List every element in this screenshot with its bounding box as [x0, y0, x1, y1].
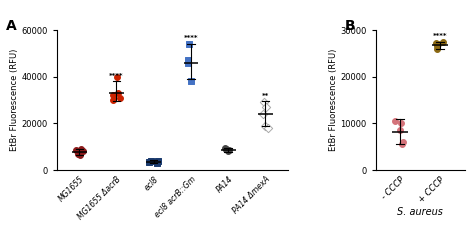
- Point: [73, 148, 80, 152]
- Point: [154, 159, 162, 163]
- Point: [222, 147, 230, 151]
- Point: [74, 152, 82, 156]
- Y-axis label: EtBr Fluorescence (RFU): EtBr Fluorescence (RFU): [9, 49, 18, 151]
- Point: [116, 96, 124, 100]
- Point: [109, 93, 117, 97]
- Point: [399, 142, 406, 146]
- Point: [114, 75, 121, 79]
- Point: [185, 42, 193, 46]
- Point: [259, 112, 266, 116]
- Point: [187, 79, 195, 83]
- Text: A: A: [6, 19, 17, 33]
- Point: [184, 58, 192, 62]
- Text: B: B: [345, 19, 355, 33]
- Text: ****: ****: [109, 72, 124, 78]
- Text: ****: ****: [433, 33, 447, 39]
- Point: [109, 98, 116, 102]
- Point: [223, 148, 230, 152]
- Point: [184, 61, 192, 65]
- Point: [147, 159, 155, 163]
- Point: [146, 160, 153, 164]
- Point: [224, 149, 231, 153]
- Text: ****: ****: [184, 35, 198, 41]
- Text: **: **: [262, 93, 269, 99]
- Point: [80, 149, 87, 153]
- Point: [432, 41, 440, 45]
- Point: [76, 153, 84, 157]
- Point: [262, 105, 269, 109]
- Y-axis label: EtBr Fluorescence (RFU): EtBr Fluorescence (RFU): [328, 49, 337, 151]
- Point: [434, 42, 441, 46]
- Point: [433, 44, 441, 48]
- Point: [260, 100, 268, 104]
- Point: [226, 148, 233, 152]
- Point: [439, 40, 447, 44]
- Point: [115, 91, 122, 95]
- Point: [264, 126, 272, 130]
- Point: [78, 147, 85, 151]
- Point: [261, 124, 269, 128]
- X-axis label: S. aureus: S. aureus: [397, 207, 443, 217]
- Point: [221, 146, 229, 150]
- Point: [396, 128, 404, 132]
- Point: [153, 160, 161, 164]
- Point: [397, 121, 405, 125]
- Point: [434, 47, 441, 51]
- Point: [392, 119, 399, 123]
- Point: [399, 140, 406, 144]
